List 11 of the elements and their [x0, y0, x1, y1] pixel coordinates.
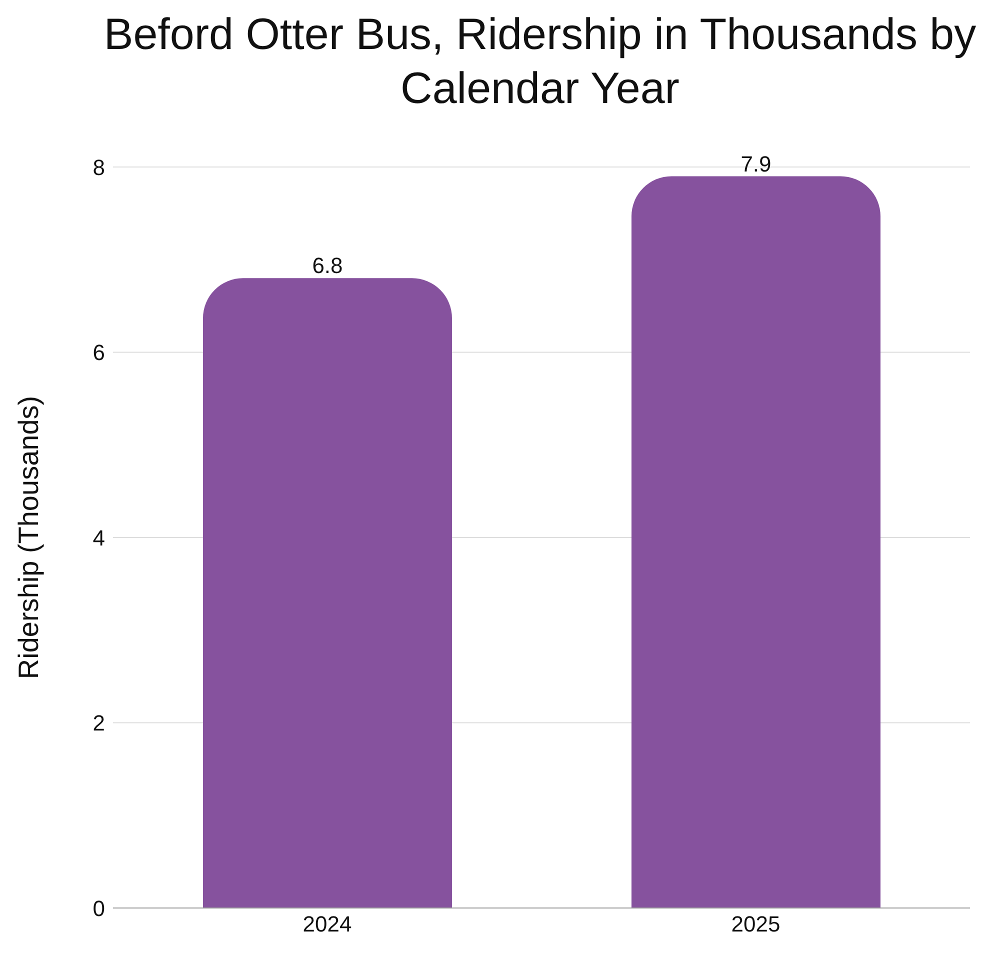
y-axis-title: Ridership (Thousands): [12, 396, 44, 680]
y-tick-label: 4: [92, 525, 105, 550]
y-tick-label: 2: [92, 710, 105, 736]
data-label: 6.8: [312, 253, 343, 278]
chart-title: Beford Otter Bus, Ridership in Thousands by Calendar Year: [102, 9, 978, 115]
x-tick-label: 2024: [302, 912, 352, 937]
y-tick-label: 6: [92, 340, 105, 366]
data-label: 7.9: [740, 151, 772, 176]
y-tick-label: 0: [92, 896, 105, 921]
x-tick-label: 2025: [731, 912, 780, 937]
y-tick-label: 8: [92, 154, 105, 180]
